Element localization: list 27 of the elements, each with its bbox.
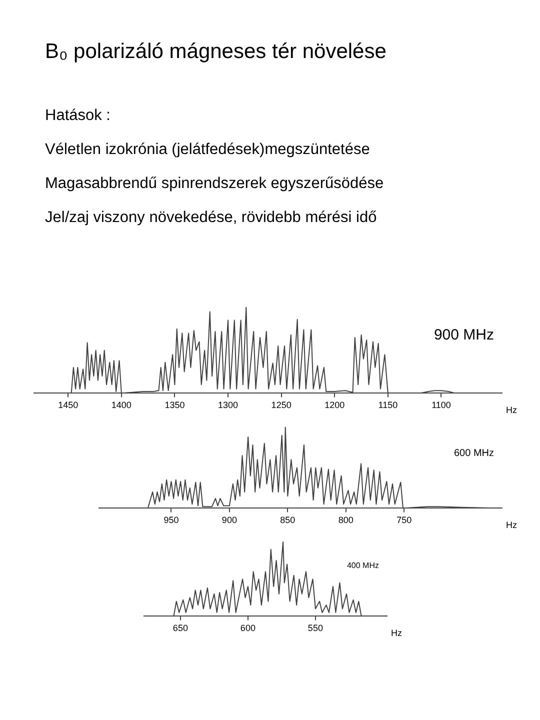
text: 600 MHz bbox=[454, 448, 494, 460]
x-tick-label: 950 bbox=[164, 515, 179, 526]
x-tick-label: 1350 bbox=[164, 400, 185, 410]
x-tick-label: 900 bbox=[222, 515, 237, 526]
x-tick-label: 600 bbox=[240, 623, 256, 634]
text: 900 MHz bbox=[434, 326, 494, 344]
x-tick-label: 1250 bbox=[271, 400, 292, 410]
series-label: 400 MHz bbox=[346, 561, 379, 570]
x-tick-label: 850 bbox=[280, 515, 296, 526]
x-axis-title: Hz bbox=[391, 628, 402, 638]
text: Magasabbrendű spinrendszerek egyszerűsödése bbox=[45, 174, 385, 194]
x-tick-label: 750 bbox=[396, 515, 412, 526]
x-tick-label: 1400 bbox=[111, 400, 132, 410]
x-tick-label: 1450 bbox=[58, 400, 78, 410]
x-tick-label: 1300 bbox=[218, 400, 238, 410]
x-tick-label: 1200 bbox=[324, 400, 345, 410]
text: Hatások : bbox=[45, 106, 112, 126]
x-tick-label: 800 bbox=[338, 515, 354, 526]
x-axis-title: Hz bbox=[506, 520, 518, 530]
text: B₀ polarizáló mágneses tér növelése bbox=[45, 40, 388, 64]
x-axis-title: Hz bbox=[506, 404, 518, 415]
x-tick-label: 550 bbox=[308, 623, 323, 634]
text: Jel/zaj viszony növekedése, rövidebb mérési idő bbox=[45, 208, 378, 228]
text: Véletlen izokrónia (jelátfedések)megszüntetése bbox=[45, 140, 371, 160]
x-tick-label: 1150 bbox=[378, 400, 398, 410]
x-tick-label: 1100 bbox=[432, 400, 451, 410]
x-tick-label: 650 bbox=[172, 623, 188, 634]
